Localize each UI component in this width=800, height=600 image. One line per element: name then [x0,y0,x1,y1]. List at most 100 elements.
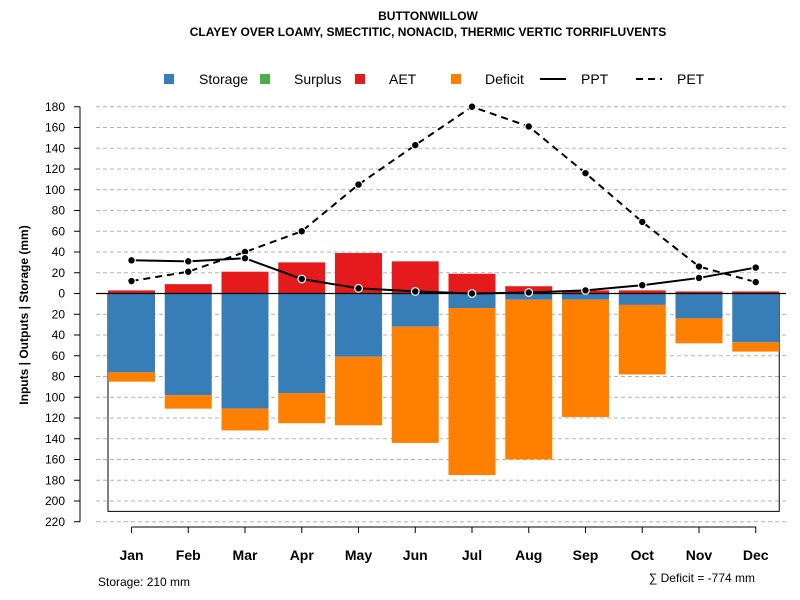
pet-point [467,102,477,112]
deficit-bar [335,356,382,426]
legend-label: AET [389,71,417,87]
x-tick-label: May [345,547,372,563]
pet-point [751,277,761,287]
legend-label: Surplus [294,71,341,87]
y-tick-label: 120 [45,411,65,425]
deficit-bar [732,342,780,352]
y-tick-label: 80 [52,370,66,384]
x-tick-label: Jun [403,547,428,563]
pet-point [410,140,420,150]
pet-point [694,262,704,271]
y-tick-label: 100 [45,390,65,404]
y-tick-label: 160 [45,121,65,135]
pet-point [183,267,193,277]
aet-bar [221,271,269,294]
ppt-point [183,256,193,266]
y-tick-label: 20 [52,266,66,280]
storage-bar [732,293,780,343]
x-tick-label: Jan [119,547,143,563]
ppt-line [131,257,756,295]
y-tick-label: 120 [45,162,65,176]
storage-bar [335,293,382,357]
x-tick-label: Sep [573,547,599,563]
x-tick-label: Mar [233,547,258,563]
legend-label: PPT [581,71,609,87]
aet-bar [108,290,155,294]
deficit-bar [221,408,269,431]
pet-line [131,105,757,284]
x-tick-label: Dec [743,547,769,563]
deficit-bar [505,299,553,460]
ppt-point [240,253,250,263]
y-tick-label: 100 [45,183,65,197]
storage-bar [391,293,439,327]
y-tick-label: 140 [45,141,65,155]
deficit-bar [164,395,212,409]
y-tick-label: 160 [45,453,65,467]
y-tick-label: 220 [45,515,65,529]
storage-bar [164,293,212,396]
legend-label: Storage [199,71,248,87]
x-tick-label: Nov [686,547,713,563]
y-tick-label: 180 [45,473,65,487]
y-tick-label: 180 [45,100,65,114]
storage-bar [278,293,326,394]
aet-bar [618,290,666,294]
y-tick-label: 60 [52,224,66,238]
legend-swatch [260,74,270,84]
deficit-bar [618,304,666,375]
storage-bar [448,293,496,309]
x-axis: Jan Feb Mar Apr May Jun Jul Aug Sep Oct Nov Dec [119,526,769,563]
deficit-bar [448,308,496,476]
ppt-point [410,287,420,296]
deficit-bar [675,318,723,344]
y-tick-label: 60 [52,349,66,363]
pet-point [127,276,136,286]
y-tick-label: 200 [45,494,65,508]
y-axis-label: Inputs | Outputs | Storage (mm) [17,225,31,404]
x-tick-label: Aug [515,547,542,563]
ppt-point [127,255,136,265]
deficit-bar [278,393,326,424]
deficit-note: ∑ Deficit = -774 mm [649,571,755,585]
y-tick-label: 40 [52,245,66,259]
ppt-point [524,288,534,297]
lines-group [127,102,761,298]
chart-title: BUTTONWILLOW [378,9,478,23]
ppt-point [751,263,761,272]
chart-subtitle: CLAYEY OVER LOAMY, SMECTITIC, NONACID, T… [190,25,666,39]
ppt-point [637,280,647,290]
deficit-bar [108,372,155,382]
x-tick-label: Jul [462,547,482,563]
x-tick-label: Feb [176,547,201,563]
storage-bar [675,293,723,319]
legend-swatch [164,74,174,84]
storage-bar [562,293,609,300]
legend-label: Deficit [485,71,524,87]
storage-bar [221,293,269,409]
bars-group [96,253,786,476]
ppt-point [694,273,704,283]
aet-bar [732,291,780,294]
aet-bar [448,273,496,294]
pet-point [637,217,647,227]
storage-bar [108,293,155,373]
storage-bar [618,293,666,305]
x-tick-label: Oct [631,547,655,563]
x-tick-label: Apr [290,547,315,563]
deficit-bar [562,299,609,417]
y-axis: 1801601401201008060402002040608010012014… [45,100,81,529]
ppt-point [354,283,363,293]
legend-swatch [451,74,461,84]
pet-point [354,180,363,189]
ppt-point [581,285,590,295]
legend-swatch [355,74,365,84]
storage-note: Storage: 210 mm [98,575,190,589]
pet-point [581,168,590,178]
deficit-bar [391,326,439,443]
ppt-point [467,289,477,298]
aet-bar [164,284,212,294]
aet-bar [675,291,723,294]
y-tick-label: 0 [58,287,65,301]
